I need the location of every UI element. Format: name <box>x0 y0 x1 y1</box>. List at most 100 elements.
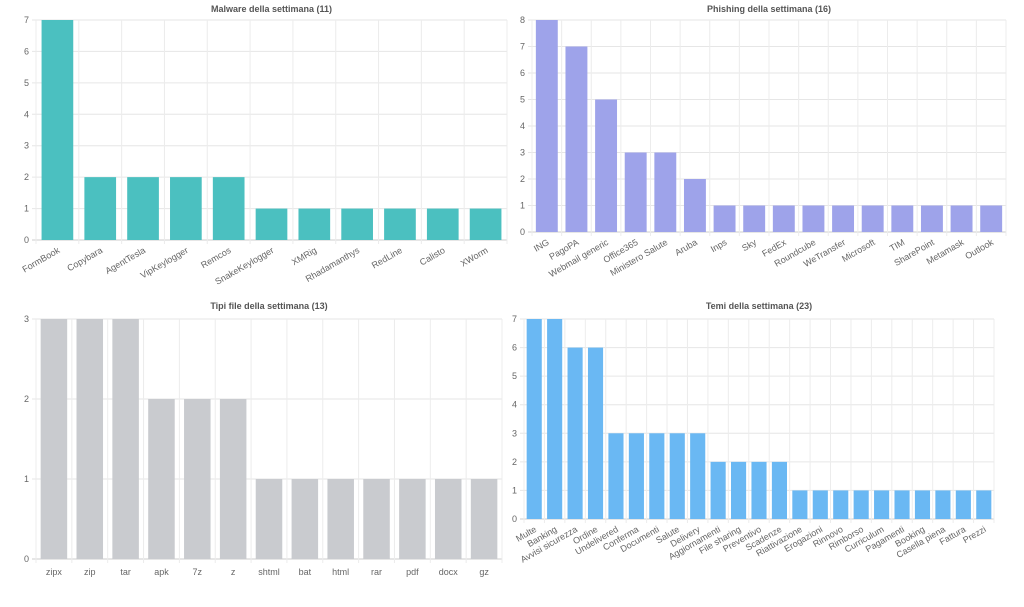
bar[interactable] <box>833 490 849 519</box>
bar[interactable] <box>212 177 245 240</box>
bar[interactable] <box>470 479 498 559</box>
bar[interactable] <box>184 399 211 559</box>
x-tick-label: Outlook <box>963 237 995 261</box>
bar[interactable] <box>772 205 795 233</box>
bar[interactable] <box>535 20 558 232</box>
bar[interactable] <box>399 479 426 559</box>
y-tick-label: 1 <box>24 474 29 484</box>
bar[interactable] <box>710 461 726 519</box>
bar[interactable] <box>547 319 563 519</box>
x-tick-label: TIM <box>888 237 906 253</box>
bar[interactable] <box>683 179 706 232</box>
x-tick-label: XMRig <box>290 245 318 267</box>
bar[interactable] <box>567 347 583 519</box>
y-tick-label: 4 <box>512 400 517 410</box>
x-tick-label: gz <box>479 567 489 577</box>
bar[interactable] <box>595 99 618 233</box>
bar[interactable] <box>894 490 910 519</box>
y-tick-label: 8 <box>520 15 525 25</box>
bar[interactable] <box>743 205 766 233</box>
bar[interactable] <box>587 347 604 519</box>
y-tick-label: 6 <box>520 68 525 78</box>
bar[interactable] <box>920 205 943 233</box>
x-tick-label: FormBook <box>20 245 61 275</box>
bar[interactable] <box>384 208 416 240</box>
y-tick-label: 0 <box>24 235 29 245</box>
bar[interactable] <box>731 461 747 519</box>
bar[interactable] <box>255 208 288 240</box>
bar[interactable] <box>219 399 247 559</box>
bar[interactable] <box>980 205 1003 233</box>
bar[interactable] <box>690 433 706 519</box>
x-tick-label: Aruba <box>673 237 699 258</box>
bar[interactable] <box>40 319 68 559</box>
bar[interactable] <box>298 208 331 240</box>
bar[interactable] <box>469 208 502 240</box>
x-tick-label: 7z <box>193 567 203 577</box>
y-tick-label: 3 <box>24 141 29 151</box>
bar[interactable] <box>976 490 992 519</box>
y-tick-label: 7 <box>512 314 517 324</box>
x-tick-label: apk <box>154 567 169 577</box>
bar[interactable] <box>127 177 159 240</box>
y-tick-label: 1 <box>512 485 517 495</box>
y-tick-label: 3 <box>520 148 525 158</box>
bar[interactable] <box>291 479 319 559</box>
bar[interactable] <box>112 319 139 559</box>
phishing-chart-panel: Phishing della settimana (16) 0 1 2 3 4 5 6 7 8 IN… <box>512 0 1024 296</box>
bar[interactable] <box>170 177 202 240</box>
x-tick-label: z <box>231 567 236 577</box>
malware-chart-panel: Malware della settimana (11) 0 1 2 3 4 5 6 7 Form… <box>0 0 512 296</box>
bar[interactable] <box>608 433 624 519</box>
bar[interactable] <box>255 479 283 559</box>
x-tick-label: docx <box>439 567 459 577</box>
y-tick-label: 3 <box>512 428 517 438</box>
bar[interactable] <box>853 490 869 519</box>
bar[interactable] <box>363 479 390 559</box>
bar[interactable] <box>792 490 808 519</box>
bar[interactable] <box>624 152 647 233</box>
bar[interactable] <box>341 208 373 240</box>
y-tick-label: 2 <box>520 174 525 184</box>
bar[interactable] <box>955 490 971 519</box>
x-tick-label: Remcos <box>199 245 233 270</box>
bar[interactable] <box>628 433 644 519</box>
bar[interactable] <box>426 208 459 240</box>
y-tick-label: 2 <box>24 394 29 404</box>
bar[interactable] <box>802 205 825 233</box>
bar[interactable] <box>713 205 736 233</box>
bar[interactable] <box>327 479 354 559</box>
x-tick-label: VipKeylogger <box>139 245 190 280</box>
x-tick-label: Calisto <box>418 245 447 267</box>
bar[interactable] <box>526 319 542 519</box>
bar[interactable] <box>84 177 117 240</box>
x-tick-label: Sky <box>740 237 758 253</box>
bar[interactable] <box>874 490 890 519</box>
bar[interactable] <box>41 20 74 240</box>
bar[interactable] <box>148 399 175 559</box>
y-tick-label: 7 <box>24 15 29 25</box>
bar[interactable] <box>914 490 931 519</box>
bar[interactable] <box>649 433 665 519</box>
bar[interactable] <box>565 46 588 233</box>
bar[interactable] <box>771 461 787 519</box>
bar[interactable] <box>669 433 685 519</box>
bar[interactable] <box>76 319 104 559</box>
bar[interactable] <box>935 490 951 519</box>
y-tick-label: 5 <box>520 95 525 105</box>
bar[interactable] <box>832 205 855 233</box>
bar[interactable] <box>861 205 884 233</box>
phishing-chart: Phishing della settimana (16) 0 1 2 3 4 5 6 7 8 IN… <box>520 4 1007 279</box>
bar[interactable] <box>654 152 677 233</box>
bar[interactable] <box>891 205 914 233</box>
chart-title: Temi della settimana (23) <box>706 301 812 311</box>
bar[interactable] <box>751 461 767 519</box>
bar[interactable] <box>434 479 462 559</box>
chart-title: Malware della settimana (11) <box>211 4 332 14</box>
x-tick-label: shtml <box>258 567 280 577</box>
x-tick-label: tar <box>120 567 131 577</box>
bar[interactable] <box>950 205 973 233</box>
x-tick-label: zipx <box>46 567 63 577</box>
bar[interactable] <box>812 490 828 519</box>
y-tick-label: 5 <box>24 78 29 88</box>
